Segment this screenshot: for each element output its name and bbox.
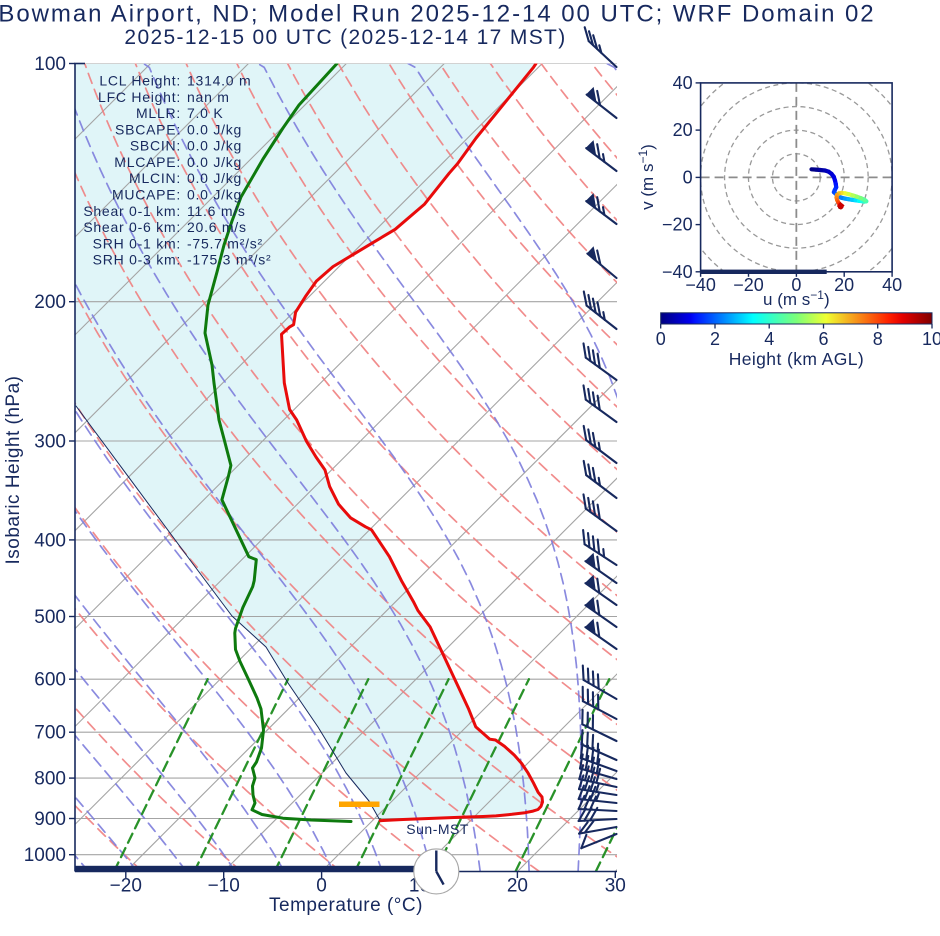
svg-text:SBCAPE:: SBCAPE: — [115, 121, 181, 137]
svg-text:200: 200 — [34, 292, 66, 313]
svg-text:−10: −10 — [208, 876, 240, 897]
svg-text:8: 8 — [873, 329, 883, 349]
svg-text:-175.3 m²/s²: -175.3 m²/s² — [187, 252, 271, 268]
svg-text:0: 0 — [316, 876, 327, 897]
svg-text:20.6 m/s: 20.6 m/s — [187, 219, 247, 235]
svg-text:0: 0 — [791, 275, 801, 295]
svg-text:20: 20 — [507, 876, 528, 897]
svg-text:Isobaric Height (hPa): Isobaric Height (hPa) — [3, 376, 24, 565]
svg-text:−20: −20 — [110, 876, 142, 897]
svg-text:800: 800 — [34, 769, 66, 790]
svg-text:Bowman Airport, ND; Model Run: Bowman Airport, ND; Model Run 2025-12-14… — [0, 1, 876, 28]
svg-text:SRH 0-3 km:: SRH 0-3 km: — [93, 252, 181, 268]
svg-text:600: 600 — [34, 670, 66, 691]
svg-text:MUCAPE:: MUCAPE: — [112, 187, 181, 203]
svg-text:400: 400 — [34, 530, 66, 551]
svg-text:Temperature (°C): Temperature (°C) — [269, 895, 423, 916]
svg-text:20: 20 — [673, 120, 693, 140]
svg-text:30: 30 — [605, 876, 626, 897]
svg-text:0.0 J/kg: 0.0 J/kg — [187, 154, 242, 170]
svg-text:40: 40 — [673, 73, 693, 93]
svg-text:2: 2 — [710, 329, 720, 349]
svg-text:MLCIN:: MLCIN: — [129, 170, 181, 186]
svg-text:MLLR:: MLLR: — [136, 105, 181, 121]
svg-text:LFC Height:: LFC Height: — [98, 89, 181, 105]
svg-text:4: 4 — [764, 329, 774, 349]
svg-text:1314.0 m: 1314.0 m — [187, 73, 251, 89]
svg-text:−40: −40 — [685, 275, 716, 295]
svg-text:700: 700 — [34, 723, 66, 744]
svg-text:40: 40 — [882, 275, 902, 295]
svg-text:Height (km AGL): Height (km AGL) — [729, 349, 864, 369]
svg-text:Sun-MST: Sun-MST — [406, 821, 469, 837]
svg-text:1000: 1000 — [24, 845, 66, 866]
svg-text:7.0 K: 7.0 K — [187, 105, 223, 121]
svg-text:0.0 J/kg: 0.0 J/kg — [187, 121, 242, 137]
svg-text:−20: −20 — [733, 275, 764, 295]
svg-text:0.0 J/kg: 0.0 J/kg — [187, 138, 242, 154]
svg-text:LCL Height:: LCL Height: — [99, 73, 181, 89]
svg-text:900: 900 — [34, 809, 66, 830]
svg-text:Shear 0-6 km:: Shear 0-6 km: — [83, 219, 181, 235]
svg-text:0: 0 — [656, 329, 666, 349]
svg-text:10: 10 — [922, 329, 940, 349]
svg-text:−20: −20 — [662, 215, 693, 235]
svg-text:0.0 J/kg: 0.0 J/kg — [187, 187, 242, 203]
svg-text:100: 100 — [34, 54, 66, 75]
svg-text:0: 0 — [683, 167, 693, 187]
svg-text:2025-12-15 00 UTC (2025-12-14: 2025-12-15 00 UTC (2025-12-14 17 MST) — [124, 26, 566, 49]
svg-text:Shear 0-1 km:: Shear 0-1 km: — [83, 203, 181, 219]
svg-text:500: 500 — [34, 607, 66, 628]
svg-text:0.0 J/kg: 0.0 J/kg — [187, 170, 242, 186]
svg-text:SRH 0-1 km:: SRH 0-1 km: — [93, 235, 181, 251]
svg-text:-75.7 m²/s²: -75.7 m²/s² — [187, 235, 263, 251]
svg-text:SBCIN:: SBCIN: — [130, 138, 181, 154]
svg-text:nan m: nan m — [187, 89, 230, 105]
svg-text:MLCAPE:: MLCAPE: — [114, 154, 181, 170]
svg-text:300: 300 — [34, 432, 66, 453]
svg-text:11.6 m/s: 11.6 m/s — [187, 203, 246, 219]
svg-text:−40: −40 — [662, 262, 693, 282]
svg-text:20: 20 — [834, 275, 854, 295]
svg-text:6: 6 — [818, 329, 828, 349]
